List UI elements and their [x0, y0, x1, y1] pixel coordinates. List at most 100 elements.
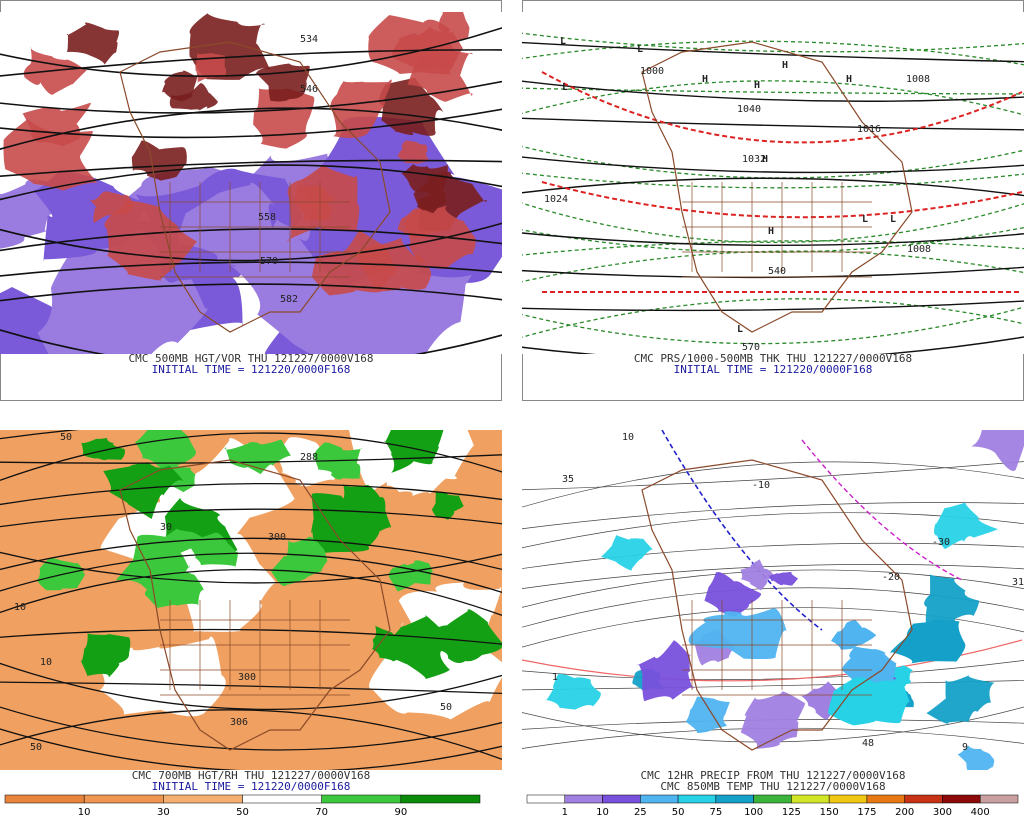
- shaded-area: [380, 615, 450, 680]
- colorbar-swatch: [400, 794, 481, 804]
- contour: [0, 681, 502, 695]
- shaded-area: [890, 619, 966, 664]
- shaded-area: [330, 79, 392, 138]
- colorbar-label: 100: [744, 807, 763, 818]
- contour: [522, 607, 1024, 648]
- pressure-center: H: [702, 74, 708, 85]
- colorbar-swatch: [979, 794, 1019, 804]
- contour: [801, 439, 963, 581]
- shaded-area: [740, 559, 774, 591]
- contour: [522, 461, 1024, 491]
- contour-label: 288: [300, 452, 318, 463]
- shaded-area: [293, 182, 337, 215]
- colorbar-swatch: [715, 794, 754, 804]
- contour: [0, 569, 502, 617]
- contour: [522, 336, 1024, 354]
- shaded-area: [415, 187, 447, 214]
- contour: [522, 177, 1024, 197]
- contour: [0, 159, 502, 178]
- contour: [522, 156, 1024, 174]
- contour: [0, 261, 502, 277]
- colorbar-label: 30: [157, 807, 170, 818]
- contour: [522, 298, 1024, 338]
- shaded-area: [81, 437, 125, 461]
- shaded-area: [270, 536, 328, 587]
- shaded-area: [224, 439, 291, 475]
- contour-label: 1: [552, 672, 558, 683]
- contour-label: 31: [1012, 577, 1024, 588]
- shaded-area: [828, 677, 910, 726]
- shaded-area: [600, 535, 653, 571]
- shaded-area: [934, 502, 998, 550]
- colorbar-label: 200: [895, 807, 914, 818]
- contour-label: 1016: [857, 124, 881, 135]
- contour: [522, 41, 1024, 63]
- contour: [0, 107, 502, 151]
- colorbar-swatch: [828, 794, 868, 804]
- contour: [0, 482, 502, 506]
- map-bg: [522, 12, 1024, 354]
- contour-label: 10: [14, 602, 26, 613]
- contour: [0, 228, 502, 252]
- contour-label: -30: [932, 537, 950, 548]
- colorbar-label: 25: [634, 807, 647, 818]
- pressure-center: L: [737, 324, 743, 335]
- shaded-area: [102, 462, 185, 519]
- shaded-area: [323, 482, 392, 538]
- shaded-area: [80, 633, 131, 678]
- contour: [522, 87, 1024, 95]
- colorbar-swatch: [904, 794, 943, 804]
- contour: [522, 250, 1024, 283]
- contour: [661, 430, 823, 631]
- contour: [0, 329, 502, 354]
- contour-label: 570: [742, 342, 760, 353]
- contour: [0, 508, 502, 528]
- contour: [522, 564, 1024, 589]
- colorbar-swatch: [866, 794, 905, 804]
- shaded-area: [22, 102, 91, 147]
- shaded-area: [303, 192, 333, 222]
- contour: [0, 27, 502, 77]
- colorbar-swatch: [677, 794, 717, 804]
- colorbar-swatch: [526, 794, 566, 804]
- contour: [0, 432, 502, 482]
- map-precip: 10 -10 -20 -30 35 9 48 1 31: [522, 430, 1024, 770]
- contour: [522, 80, 1024, 102]
- contour-label: 1032: [742, 154, 766, 165]
- shaded-area: [162, 70, 198, 102]
- colorbar-swatch: [942, 794, 981, 804]
- shaded-area: [704, 571, 762, 617]
- contour-label: 300: [238, 672, 256, 683]
- shaded-area: [740, 691, 806, 749]
- colorbar-label: 50: [236, 807, 249, 818]
- contour: [0, 49, 502, 77]
- contour-label: 30: [160, 522, 172, 533]
- contour: [522, 240, 1024, 256]
- contour: [0, 454, 502, 464]
- colorbar-label: 10: [78, 807, 91, 818]
- contour: [522, 202, 1024, 244]
- contour-label: 1000: [640, 66, 664, 77]
- caption: INITIAL TIME = 121220/0000F168: [152, 780, 351, 793]
- pressure-center: H: [782, 60, 788, 71]
- contour-label: 558: [258, 212, 276, 223]
- contour: [0, 709, 502, 760]
- shaded-area: [926, 675, 995, 724]
- pressure-center: H: [846, 74, 852, 85]
- contour: [522, 300, 1024, 312]
- shaded-area: [115, 534, 191, 606]
- colorbar-label: 90: [394, 807, 407, 818]
- shaded-area: [169, 83, 218, 112]
- caption: CMC 700MB HGT/RH THU 121227/0000V168: [132, 769, 370, 782]
- contour-label: 1024: [544, 194, 568, 205]
- shaded-area: [841, 645, 897, 688]
- caption: CMC PRS/1000-500MB THK THU 121227/0000V1…: [634, 352, 912, 365]
- contour-label: 35: [562, 474, 574, 485]
- colorbar-label: 400: [971, 807, 990, 818]
- contour-label: 50: [60, 432, 72, 443]
- contour-label: 1008: [907, 244, 931, 255]
- contour-label: 50: [30, 742, 42, 753]
- contour-label: 570: [260, 256, 278, 267]
- contour-label: 534: [300, 34, 318, 45]
